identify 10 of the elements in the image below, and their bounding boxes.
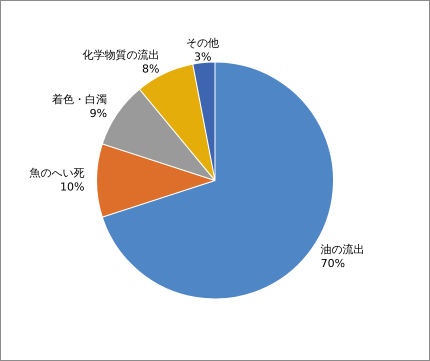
data-label: 9% bbox=[90, 107, 108, 120]
slice-label: 着色・白濁 bbox=[52, 93, 108, 106]
slice-label: 化学物質の流出 bbox=[82, 48, 160, 62]
data-label: 8% bbox=[142, 62, 160, 76]
data-label: 70% bbox=[320, 257, 346, 270]
data-label: 10% bbox=[60, 180, 84, 194]
slice-label: その他 bbox=[186, 36, 220, 50]
slice-label: 魚のへい死 bbox=[30, 166, 84, 180]
data-label: 3% bbox=[194, 50, 212, 64]
slice-label: 油の流出 bbox=[320, 243, 365, 256]
